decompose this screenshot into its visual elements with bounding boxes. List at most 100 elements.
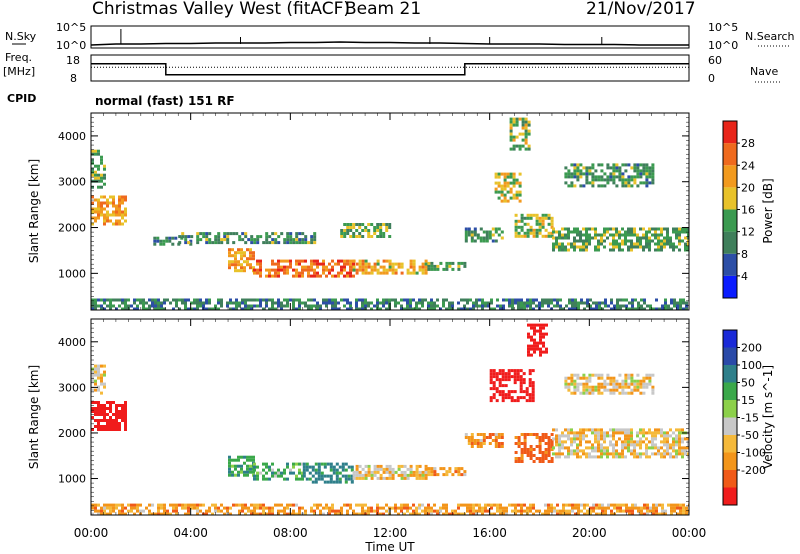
x-axis-label: Time UT [364, 540, 415, 554]
velocity-colorbar-swatch [723, 382, 737, 400]
power-panel-frame [90, 112, 690, 311]
velocity-colorbar-tick: 50 [741, 377, 755, 390]
noise-series-line [90, 41, 689, 46]
velocity-ylabel: Slant Range [km] [27, 365, 41, 469]
velocity-colorbar-tick: 100 [741, 359, 762, 372]
velocity-colorbar-tick: 200 [741, 342, 762, 355]
velocity-panel-region [302, 462, 354, 484]
noise-right-label: N.Search [745, 30, 795, 43]
y-tick-label: 2000 [58, 427, 86, 440]
freq-left-tick-bottom: 8 [70, 72, 77, 85]
y-tick-label: 4000 [58, 130, 86, 143]
velocity-panel-region [91, 503, 689, 515]
power-colorbar-swatch [723, 275, 737, 298]
x-tick-label: 12:00 [373, 526, 408, 540]
power-panel-region [91, 149, 106, 189]
y-tick-label: 3000 [58, 381, 86, 394]
noise-left-tick-bottom: 10^0 [56, 39, 86, 52]
velocity-panel-region [228, 455, 255, 477]
power-colorbar-swatch [723, 143, 737, 166]
noise-panel-frame [90, 25, 690, 49]
velocity-colorbar-swatch [723, 470, 737, 488]
power-ylabel: Slant Range [km] [27, 159, 41, 263]
power-panel-region [464, 227, 504, 243]
power-colorbar-tick: 8 [741, 248, 748, 261]
cpid-label: CPID [7, 92, 36, 105]
velocity-colorbar-label-text: Velocity [m s^-1] [761, 365, 775, 469]
velocity-colorbar-swatch [723, 365, 737, 383]
power-panel-region [494, 172, 522, 203]
freq-right-tick-bottom: 0 [708, 72, 715, 85]
cpid-text: normal (fast) 151 RF [95, 94, 235, 108]
power-colorbar-tick: 28 [741, 137, 755, 150]
date-title: 21/Nov/2017 [586, 0, 696, 19]
velocity-panel-region [527, 323, 548, 357]
freq-left-label-line2: [MHz] [3, 65, 35, 78]
y-tick-label: 2000 [58, 222, 86, 235]
power-panel-region [514, 213, 554, 238]
beam-title: Beam 21 [345, 0, 422, 19]
velocity-panel-region [464, 433, 504, 448]
velocity-panel-region [489, 369, 535, 403]
noise-right-tick-bottom: 10^0 [708, 39, 738, 52]
velocity-panel-frame [90, 318, 690, 516]
velocity-colorbar-swatch [723, 435, 737, 453]
velocity-panel-region [253, 462, 304, 481]
freq-left-tick-top: 18 [66, 54, 80, 67]
x-tick-label: 00:00 [74, 526, 109, 540]
power-panel-region [352, 259, 428, 275]
velocity-colorbar-tick: -15 [741, 412, 759, 425]
power-colorbar-tick: 12 [741, 226, 755, 239]
power-colorbar-swatch [723, 187, 737, 210]
noise-left-label: N.Sky [5, 30, 37, 43]
power-colorbar-tick: 16 [741, 204, 755, 217]
power-panel-region [228, 248, 255, 273]
velocity-panel-region [564, 373, 655, 395]
velocity-panel-region [352, 464, 428, 480]
power-panel-region [253, 259, 355, 278]
velocity-colorbar-swatch [723, 417, 737, 435]
power-colorbar-swatch [723, 231, 737, 254]
velocity-colorbar-swatch [723, 347, 737, 365]
y-tick-label: 1000 [58, 473, 86, 486]
velocity-colorbar-tick: 15 [741, 394, 755, 407]
freq-panel-frame [90, 54, 690, 82]
power-panel-region [153, 236, 193, 246]
noise-right-tick-top: 10^5 [708, 21, 738, 34]
y-tick-label: 1000 [58, 267, 86, 280]
power-colorbar-swatch [723, 253, 737, 276]
noise-left-tick-top: 10^5 [56, 21, 86, 34]
velocity-colorbar-tick: -50 [741, 429, 759, 442]
power-panel-region [552, 227, 689, 252]
y-tick-label: 4000 [58, 336, 86, 349]
power-colorbar-swatch [723, 165, 737, 188]
velocity-colorbar-swatch [723, 487, 737, 505]
power-colorbar-label: Power [dB] [761, 178, 775, 243]
power-panel-region [427, 261, 467, 271]
freq-left-label-line1: Freq. [5, 51, 32, 64]
power-colorbar-tick: 24 [741, 159, 755, 172]
x-tick-label: 20:00 [572, 526, 607, 540]
nave-right-label: Nave [750, 65, 778, 78]
velocity-panel-region [427, 467, 467, 477]
power-panel-region [509, 117, 531, 151]
velocity-colorbar-swatch [723, 452, 737, 470]
x-tick-label: 08:00 [273, 526, 308, 540]
power-panel-region [340, 223, 392, 238]
y-tick-label: 3000 [58, 176, 86, 189]
x-tick-label: 00:00 [672, 526, 707, 540]
velocity-panel-region [91, 364, 106, 395]
power-panel-region [91, 195, 127, 226]
station-title: Christmas Valley West (fitACF) [92, 0, 351, 19]
velocity-colorbar-swatch [723, 330, 737, 348]
power-colorbar-swatch [723, 209, 737, 232]
x-tick-label: 04:00 [173, 526, 208, 540]
velocity-colorbar-tick: -100 [741, 447, 766, 460]
x-tick-label: 16:00 [472, 526, 507, 540]
power-panel-region [178, 232, 317, 245]
power-colorbar-swatch [723, 121, 737, 144]
velocity-panel-region [91, 401, 127, 431]
velocity-colorbar-swatch [723, 400, 737, 418]
velocity-colorbar-tick: -200 [741, 464, 766, 477]
power-colorbar-tick: 4 [741, 270, 748, 283]
